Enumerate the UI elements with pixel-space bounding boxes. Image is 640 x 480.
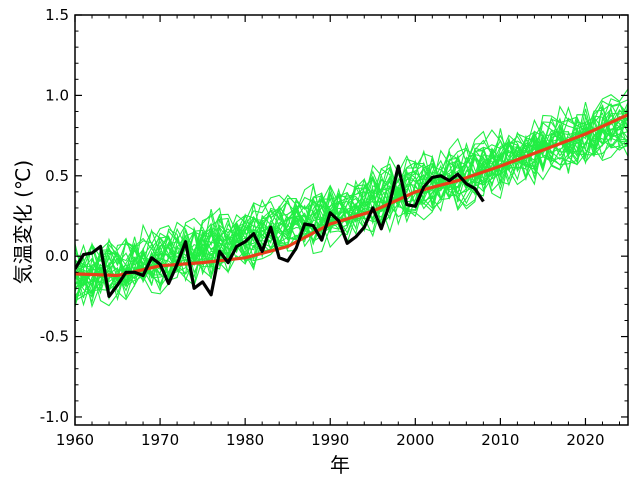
x-tick-label: 2010 — [481, 431, 519, 449]
y-tick-label: 1.5 — [45, 6, 69, 24]
x-tick-label: 1990 — [311, 431, 349, 449]
x-tick-label: 2020 — [566, 431, 604, 449]
ensemble-lines — [75, 88, 628, 309]
ensemble-member-line — [75, 115, 628, 297]
ensemble-member-line — [75, 104, 628, 289]
x-tick-label: 1960 — [56, 431, 94, 449]
x-tick-label: 1970 — [141, 431, 179, 449]
ensemble-mean-line — [75, 113, 628, 278]
x-axis-title: 年 — [330, 453, 350, 477]
observed-line — [75, 164, 485, 298]
y-tick-label: 0.5 — [45, 167, 69, 185]
y-tick-label: 0.0 — [45, 247, 69, 265]
ensemble-mean-series — [75, 113, 628, 278]
plot-frame — [74, 14, 629, 426]
observed-series — [75, 164, 485, 298]
y-axis: -1.0 -0.5 0.0 0.5 1.0 1.5 — [40, 6, 628, 426]
x-axis: 1960 1970 1980 1990 2000 2010 2020 — [56, 15, 620, 449]
y-tick-label: 1.0 — [45, 86, 69, 104]
ensemble-member-line — [75, 103, 628, 288]
ensemble-member-line — [75, 99, 628, 278]
x-tick-label: 2000 — [396, 431, 434, 449]
y-tick-label: -1.0 — [40, 408, 69, 426]
x-tick-label: 1980 — [226, 431, 264, 449]
ensemble-member-line — [75, 101, 628, 284]
y-tick-label: -0.5 — [40, 328, 69, 346]
y-axis-title: 気温変化 (℃) — [11, 160, 35, 284]
